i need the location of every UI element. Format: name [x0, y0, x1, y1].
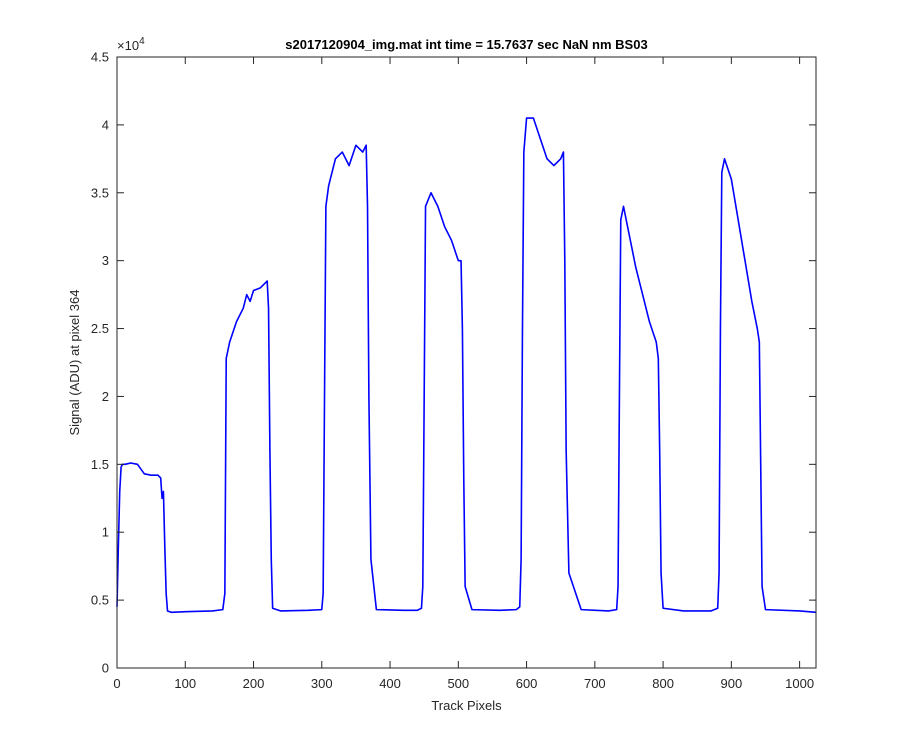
y-tick-label: 4	[102, 117, 109, 132]
chart-title: s2017120904_img.mat int time = 15.7637 s…	[285, 37, 647, 52]
series-line-0	[116, 117, 817, 614]
y-exponent-base: ×10	[117, 38, 139, 53]
y-tick-label: 3.5	[91, 185, 109, 200]
y-tick-label: 4.5	[91, 50, 109, 65]
y-tick-label: 0	[102, 661, 109, 676]
y-axis-label: Signal (ADU) at pixel 364	[67, 290, 82, 436]
x-tick-label: 800	[652, 676, 674, 691]
x-tick-label: 200	[243, 676, 265, 691]
x-tick-label: 500	[447, 676, 469, 691]
x-tick-label: 100	[174, 676, 196, 691]
x-tick-label: 1000	[785, 676, 814, 691]
x-tick-label: 0	[113, 676, 120, 691]
y-tick-label: 2	[102, 389, 109, 404]
y-tick-label: 0.5	[91, 593, 109, 608]
y-tick-label: 1.5	[91, 457, 109, 472]
x-tick-label: 400	[379, 676, 401, 691]
y-exponent-power: 4	[139, 36, 145, 47]
x-axis-label: Track Pixels	[431, 698, 502, 713]
y-exponent-label: ×104	[117, 36, 145, 53]
y-tick-label: 3	[102, 253, 109, 268]
y-tick-label: 2.5	[91, 321, 109, 336]
x-tick-label: 300	[311, 676, 333, 691]
x-tick-label: 900	[721, 676, 743, 691]
y-tick-label: 1	[102, 525, 109, 540]
x-tick-label: 700	[584, 676, 606, 691]
plot-area	[117, 57, 816, 668]
plot-box	[116, 56, 817, 669]
x-tick-label: 600	[516, 676, 538, 691]
